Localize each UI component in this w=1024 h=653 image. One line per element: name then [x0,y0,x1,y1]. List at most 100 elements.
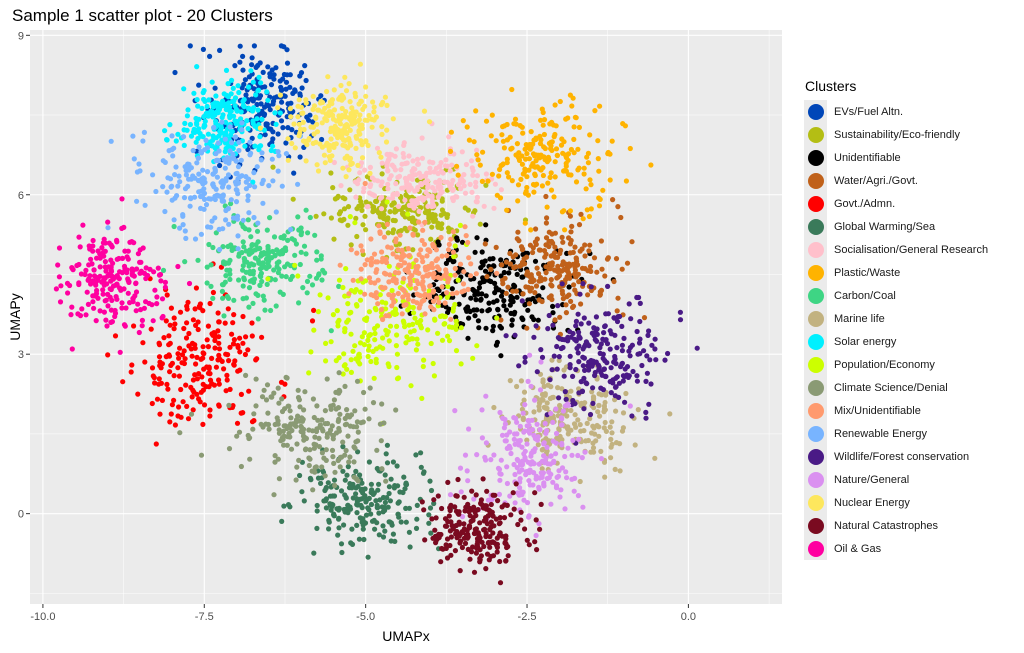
legend-key [804,445,827,468]
data-point [167,122,173,128]
data-point [526,422,532,428]
data-point [297,404,303,410]
data-point [94,287,100,294]
data-point [457,568,463,574]
data-point [268,394,274,400]
data-point [497,558,503,565]
data-point [212,85,218,91]
data-point [282,381,288,387]
data-point [445,247,452,253]
data-point [347,140,353,146]
data-point [570,95,576,101]
data-point [585,160,592,166]
data-point [386,313,392,319]
data-point [340,284,346,291]
data-point [529,417,535,423]
data-point [403,480,409,486]
data-point [173,164,179,170]
data-point [277,110,283,116]
data-point [279,99,285,105]
data-point [544,405,550,411]
data-point [567,353,573,359]
data-point [391,164,397,170]
data-point [314,249,320,255]
data-point [319,277,325,283]
data-point [267,71,273,77]
data-point [224,105,230,111]
data-point [493,516,499,522]
data-point [497,580,504,586]
data-point [349,541,356,548]
data-point [571,150,577,156]
data-point [353,215,359,221]
data-point [646,328,652,334]
data-point [393,407,399,413]
data-point [366,309,372,315]
data-point [452,243,458,249]
data-point [537,133,543,139]
data-point [450,249,456,255]
data-point [283,140,289,146]
data-point [162,279,168,285]
data-point [445,283,451,289]
data-point [326,109,332,115]
data-point [447,492,454,498]
data-point [408,383,414,389]
data-point [195,135,201,142]
data-point [576,343,582,349]
data-point [246,263,252,269]
data-point [496,491,502,497]
data-point [184,403,190,409]
data-point [404,177,410,183]
data-point [285,502,292,508]
data-point [565,115,571,121]
data-point [469,189,475,195]
data-point [251,411,257,417]
data-point [581,171,587,177]
data-point [79,306,85,312]
data-point [497,520,503,526]
data-point [351,474,357,480]
data-point [251,43,257,49]
data-point [550,438,556,444]
data-point [167,176,174,182]
data-point [277,92,283,98]
data-point [542,157,548,163]
data-point [493,285,499,291]
data-point [431,373,437,379]
data-point [449,324,455,330]
legend-key [804,261,827,284]
data-point [379,194,385,200]
data-point [511,282,517,288]
data-point [256,260,262,266]
data-point [247,182,253,189]
data-point [382,472,388,478]
data-point [192,236,199,242]
data-point [251,418,257,424]
data-point [519,153,525,159]
legend-swatch [807,287,824,304]
data-point [644,370,651,376]
data-point [563,302,569,308]
data-point [371,104,377,110]
data-point [400,212,406,218]
data-point [352,408,358,414]
data-point [210,171,216,177]
data-point [605,283,611,289]
data-point [438,168,444,174]
data-point [357,61,363,67]
data-point [522,169,528,175]
data-point [223,217,229,223]
data-point [233,199,240,205]
data-point [227,124,233,130]
data-point [508,450,514,457]
data-point [346,291,352,297]
data-point [362,486,368,492]
data-point [498,353,504,359]
data-point [353,491,359,497]
data-point [546,475,552,481]
data-point [568,298,574,304]
data-point [544,444,550,450]
data-point [419,237,425,244]
data-point [565,431,571,437]
